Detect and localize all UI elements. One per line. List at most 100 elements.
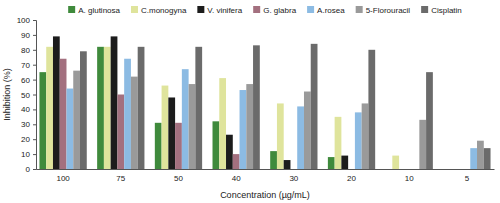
tick-label: 30 (289, 174, 298, 183)
tick: 0 (26, 165, 36, 174)
bar (111, 36, 118, 169)
tick: 20 (21, 135, 36, 144)
series (39, 47, 334, 169)
bar (46, 47, 53, 169)
bar (189, 84, 196, 169)
tick: 10 (21, 150, 36, 159)
legend-item: A.rosea (307, 6, 345, 15)
bar (270, 151, 277, 169)
bar (348, 169, 355, 170)
bars (39, 36, 490, 169)
tick: 30 (21, 120, 36, 129)
tick: 100 (17, 16, 36, 25)
tick: 100 (56, 169, 70, 183)
bar (311, 44, 318, 169)
tick-mark (33, 124, 36, 125)
legend-item: 5-Florouracil (356, 6, 411, 15)
bar (413, 169, 420, 170)
bar (66, 89, 73, 169)
legend-item: G. glabra (253, 6, 296, 15)
bar (386, 169, 393, 170)
plot: 01020304050607080901001007550403020105 (17, 16, 495, 183)
tick-mark (33, 154, 36, 155)
tick: 40 (21, 105, 36, 114)
bar (138, 47, 145, 169)
tick-label: 0 (26, 165, 31, 174)
bar (104, 47, 111, 169)
bar (39, 72, 46, 169)
series (53, 36, 348, 169)
bar (362, 103, 369, 169)
bar (284, 160, 291, 169)
axis-line (33, 21, 37, 170)
bar (117, 95, 124, 170)
bar (304, 92, 311, 169)
x-axis-title: Concentration (µg/mL) (220, 190, 310, 200)
series (73, 71, 484, 169)
tick-label: 100 (56, 174, 70, 183)
bar (226, 135, 233, 169)
tick: 50 (21, 91, 36, 100)
bar (450, 169, 457, 170)
bar (426, 72, 433, 169)
tick: 30 (289, 169, 298, 183)
legend-label: Cisplatin (431, 6, 462, 15)
tick-mark (33, 169, 36, 170)
bar (195, 47, 202, 169)
bar (253, 45, 260, 169)
tick-label: 100 (17, 16, 31, 25)
tick-label: 80 (21, 46, 30, 55)
tick-label: 20 (21, 135, 30, 144)
bar (240, 90, 247, 169)
bar (277, 103, 284, 169)
axis-line (37, 169, 495, 170)
legend-item: V. vinifera (197, 6, 242, 15)
tick-label: 30 (21, 120, 30, 129)
bar (131, 77, 138, 169)
bar (162, 86, 169, 169)
bar (73, 71, 80, 169)
tick-label: 40 (232, 174, 241, 183)
tick-mark (33, 95, 36, 96)
tick-label: 40 (21, 105, 30, 114)
bar (392, 156, 399, 169)
tick: 90 (21, 31, 36, 40)
bar (219, 78, 226, 169)
tick-mark (33, 35, 36, 36)
series (66, 59, 477, 169)
series (46, 47, 399, 169)
x-axis: 1007550403020105 (37, 169, 495, 183)
bar (233, 154, 240, 169)
legend-label: C.monogyna (141, 6, 187, 15)
tick-label: 50 (21, 91, 30, 100)
tick-mark (33, 109, 36, 110)
bar (470, 148, 477, 169)
tick-label: 70 (21, 61, 30, 70)
bar (355, 112, 362, 169)
bar (80, 51, 87, 169)
bar (182, 69, 189, 169)
legend: A. glutinosaC.monogynaV. viniferaG. glab… (68, 6, 462, 15)
legend-swatch (68, 6, 75, 13)
tick-mark (33, 20, 36, 21)
bar (399, 169, 406, 170)
bar (328, 157, 335, 169)
bar (457, 169, 464, 170)
tick-mark (33, 139, 36, 140)
tick: 40 (232, 169, 241, 183)
tick: 60 (21, 76, 36, 85)
y-axis: 0 10 20 30 40 50 60 70 80 90 100 (17, 16, 37, 174)
y-axis-title: Inhibition (%) (2, 68, 12, 121)
legend-swatch (307, 6, 314, 13)
legend-item: C.monogyna (131, 6, 187, 15)
tick-label: 5 (465, 174, 470, 183)
tick: 75 (116, 169, 125, 183)
tick-label: 50 (174, 174, 183, 183)
tick-label: 10 (21, 150, 30, 159)
tick-mark (33, 80, 36, 81)
tick-label: 20 (347, 174, 356, 183)
bar (477, 141, 484, 169)
legend-swatch (131, 6, 138, 13)
bar (124, 59, 131, 169)
bar (406, 169, 413, 170)
